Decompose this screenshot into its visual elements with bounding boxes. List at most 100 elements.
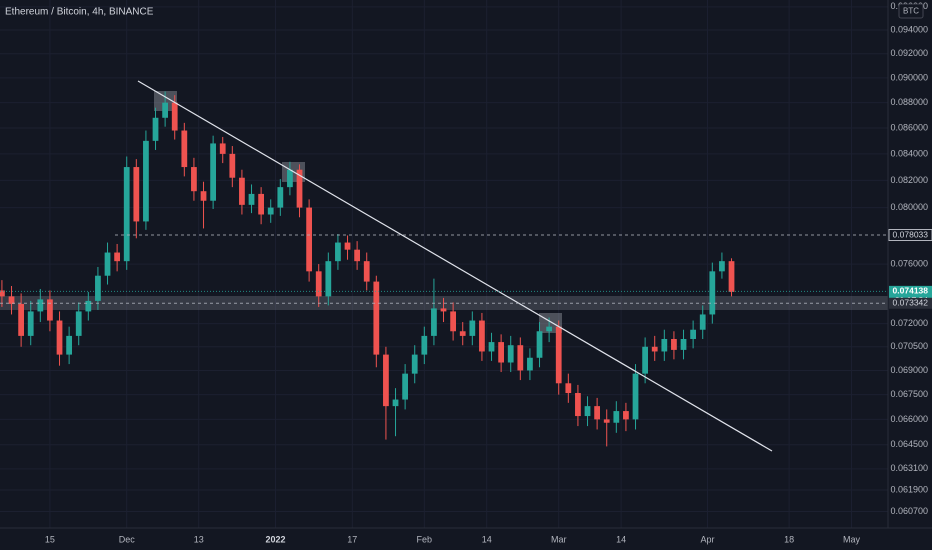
candle-body — [287, 169, 293, 188]
candle-body — [594, 406, 600, 420]
candle-body — [335, 242, 341, 262]
price-axis: 0.0960000.0940000.0920000.0900000.088000… — [890, 1, 928, 516]
candle-body — [651, 346, 658, 352]
candle-body — [47, 299, 53, 321]
candle-body — [584, 406, 591, 417]
candle-body — [171, 102, 178, 131]
y-tick-label: 0.092000 — [890, 48, 928, 58]
x-tick-label: Apr — [701, 534, 715, 544]
currency-badge-label[interactable]: BTC — [903, 7, 919, 16]
currency-badge[interactable] — [898, 3, 924, 19]
candle-body — [162, 102, 168, 118]
candle-body — [527, 357, 533, 371]
candle-body — [536, 331, 543, 358]
candle-body — [0, 290, 5, 297]
y-tick-label: 0.090000 — [890, 72, 928, 82]
y-tick-label: 0.094000 — [890, 24, 928, 34]
candle-body — [450, 311, 456, 332]
candle-body — [75, 311, 82, 336]
y-tick-label: 0.064500 — [890, 439, 928, 449]
candle-body — [277, 187, 284, 208]
x-tick-label: 13 — [194, 534, 204, 544]
candle-body — [143, 140, 149, 222]
candle-body — [623, 411, 629, 420]
x-tick-label: Mar — [551, 534, 567, 544]
candle-body — [507, 345, 514, 363]
candle-body — [690, 329, 696, 339]
x-tick-label: May — [843, 534, 861, 544]
candle-body — [248, 193, 255, 205]
candle-body — [632, 373, 639, 420]
candle-body — [642, 346, 648, 374]
candle-body — [411, 354, 418, 374]
candle-body — [325, 261, 332, 297]
candle-body — [603, 419, 610, 423]
candle-body — [661, 338, 668, 352]
y-tick-label: 0.088000 — [890, 97, 928, 107]
chart-title: Ethereum / Bitcoin, 4h, BINANCE — [5, 7, 154, 18]
y-tick-label: 0.080000 — [890, 202, 928, 212]
candle-body — [488, 342, 495, 352]
x-tick-label: 15 — [45, 534, 55, 544]
candle-body — [133, 167, 140, 222]
x-tick-label: 18 — [784, 534, 794, 544]
candle-body — [210, 143, 216, 201]
candle-body — [114, 252, 120, 262]
price-label-box — [888, 229, 932, 242]
candle-body — [191, 167, 197, 192]
candle-body — [469, 320, 476, 336]
candle-body — [699, 314, 706, 330]
candles — [0, 91, 735, 447]
y-tick-label: 0.060700 — [890, 506, 928, 516]
x-tick-label: 14 — [482, 534, 492, 544]
candle-body — [296, 169, 303, 208]
y-tick-label: 0.063100 — [890, 463, 928, 473]
candle-body — [18, 303, 24, 336]
candle-body — [392, 399, 399, 407]
candle-body — [200, 191, 207, 201]
price-label: 0.078033 — [893, 229, 929, 239]
y-tick-label: 0.076000 — [890, 258, 928, 268]
y-tick-label: 0.070500 — [890, 341, 928, 351]
y-tick-label: 0.061900 — [890, 484, 928, 494]
candle-body — [363, 261, 370, 282]
x-tick-label: 14 — [616, 534, 626, 544]
x-tick-label: Dec — [119, 534, 136, 544]
y-tick-label: 0.072000 — [890, 318, 928, 328]
candle-body — [219, 143, 226, 154]
candle-body — [239, 177, 245, 205]
candle-body — [85, 300, 92, 312]
candle-body — [306, 207, 312, 272]
x-tick-label: 17 — [347, 534, 357, 544]
candle-body — [8, 296, 15, 304]
y-tick-label: 0.086000 — [890, 122, 928, 132]
candle-body — [517, 345, 524, 371]
candle-body — [152, 117, 159, 141]
candle-body — [709, 271, 716, 315]
candle-body — [56, 320, 63, 355]
candle-body — [565, 383, 572, 394]
candle-body — [229, 153, 236, 178]
candle-body — [459, 331, 466, 336]
candle-body — [555, 326, 562, 384]
candle-body — [315, 271, 322, 297]
candle-body — [498, 342, 504, 363]
y-tick-label: 0.084000 — [890, 148, 928, 158]
candle-body — [344, 242, 351, 250]
candle-body — [383, 354, 389, 407]
price-label: 0.073342 — [893, 298, 929, 308]
candle-body — [440, 308, 447, 312]
candle-body — [181, 130, 188, 168]
candle-body — [267, 207, 274, 215]
candle-body — [354, 249, 360, 262]
candle-body — [728, 261, 735, 292]
y-tick-label: 0.082000 — [890, 175, 928, 185]
candle-body — [546, 326, 552, 332]
candle-body — [258, 193, 264, 215]
candle-body — [680, 338, 687, 350]
candle-body — [123, 167, 130, 262]
y-tick-label: 0.066000 — [890, 414, 928, 424]
candle-body — [373, 281, 380, 355]
